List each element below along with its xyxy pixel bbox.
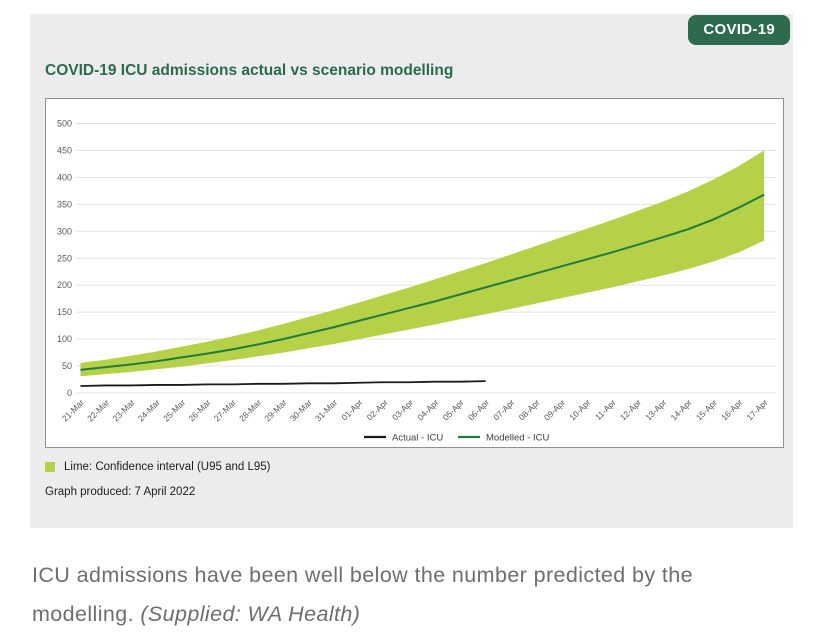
x-tick-label: 28-Mar [237,397,263,423]
x-tick-label: 08-Apr [517,397,542,422]
x-tick-label: 23-Mar [110,397,136,423]
chart-card: COVID-19 COVID-19 ICU admissions actual … [30,14,793,528]
y-tick-label: 0 [67,388,72,398]
chart-title: COVID-19 ICU admissions actual vs scenar… [45,62,454,79]
x-tick-label: 29-Mar [262,397,288,423]
x-tick-label: 09-Apr [542,397,567,422]
x-tick-label: 31-Mar [313,397,339,423]
x-tick-label: 25-Mar [161,397,187,423]
x-tick-label: 10-Apr [567,397,592,422]
x-tick-label: 07-Apr [491,397,516,422]
x-tick-label: 06-Apr [466,397,491,422]
image-caption: ICU admissions have been well below the … [32,556,796,634]
x-tick-label: 26-Mar [186,397,212,423]
y-tick-label: 200 [57,280,72,290]
icu-admissions-chart: 0 50 100 150 200 250 300 350 400 450 500 21-Mar 22-M… [57,119,776,444]
y-tick-label: 100 [57,334,72,344]
confidence-note-label: Lime: Confidence interval (U95 and L95) [64,461,271,473]
x-tick-label: 30-Mar [288,397,314,423]
y-tick-label: 300 [57,226,72,236]
x-tick-label: 24-Mar [136,397,162,423]
x-tick-label: 22-Mar [85,397,111,423]
x-tick-label: 21-Mar [60,397,86,423]
y-tick-label: 400 [57,172,72,182]
modelled-icu-line [80,193,765,371]
graph-produced-label: Graph produced: 7 April 2022 [45,486,196,498]
legend-actual-label: Actual - ICU [392,433,443,444]
caption-attribution: (Supplied: WA Health) [140,602,361,626]
caption-text: ICU admissions have been well below the … [32,563,693,626]
x-tick-label: 15-Apr [694,397,719,422]
x-tick-label: 11-Apr [593,397,618,422]
covid-19-badge: COVID-19 [688,15,790,45]
actual-icu-line [80,380,486,387]
legend-modelled-label: Modelled - ICU [486,433,549,444]
x-tick-label: 27-Mar [212,397,238,423]
lime-swatch-icon [45,462,55,472]
x-tick-label: 01-Apr [339,397,364,422]
x-tick-label: 03-Apr [390,397,415,422]
x-tick-label: 16-Apr [719,397,744,422]
y-tick-label: 500 [57,119,72,129]
x-tick-label: 14-Apr [668,397,693,422]
x-tick-label: 13-Apr [643,397,668,422]
confidence-interval-band [80,150,765,377]
y-tick-label: 50 [62,361,72,371]
x-tick-label: 17-Apr [744,397,769,422]
x-tick-label: 04-Apr [415,397,440,422]
y-tick-label: 250 [57,253,72,263]
x-tick-label: 02-Apr [365,397,390,422]
y-tick-label: 150 [57,307,72,317]
chart-plot-area: 0 50 100 150 200 250 300 350 400 450 500 21-Mar 22-M… [45,98,784,448]
x-tick-label: 12-Apr [618,397,643,422]
confidence-note-row: Lime: Confidence interval (U95 and L95) [45,461,270,473]
x-tick-label: 05-Apr [441,397,466,422]
y-tick-label: 450 [57,145,72,155]
y-tick-label: 350 [57,199,72,209]
